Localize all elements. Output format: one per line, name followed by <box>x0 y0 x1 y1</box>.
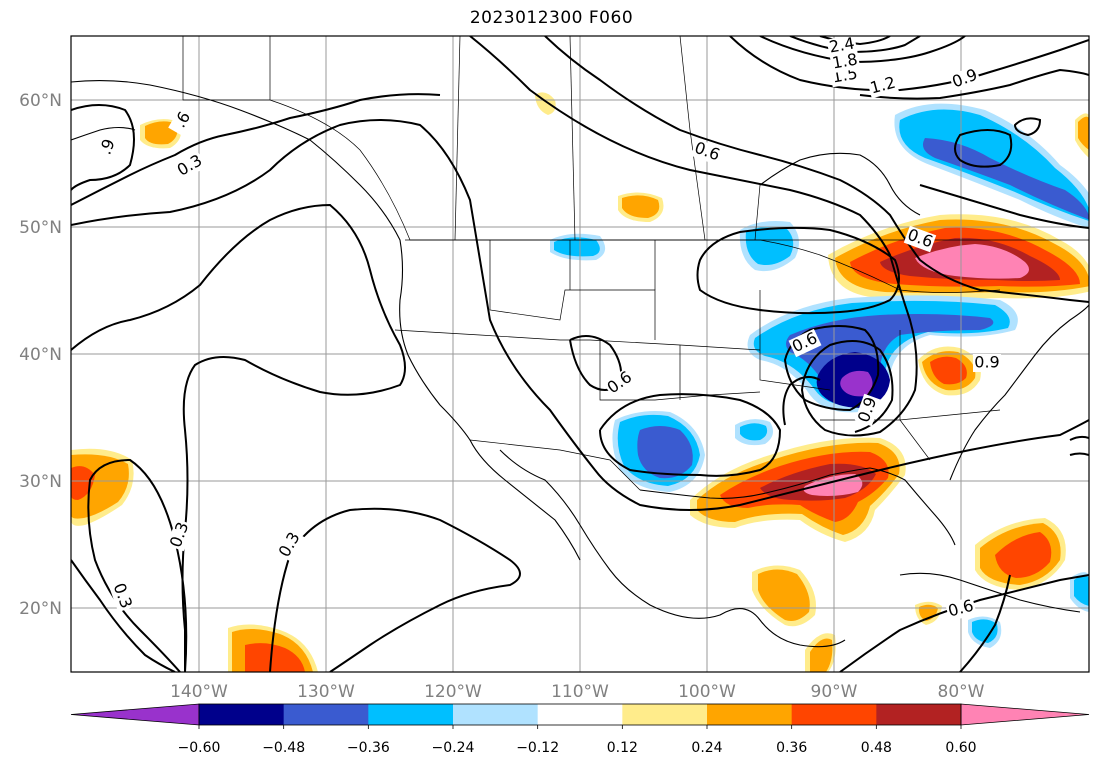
latitude-label: 20°N <box>19 599 62 619</box>
colorbar-swatch <box>876 704 962 725</box>
contour-label: 0.3 <box>275 529 304 561</box>
contour-label-bg <box>173 151 207 181</box>
contour-label: 0.6 <box>604 367 636 397</box>
contour-label-bg <box>108 579 136 613</box>
longitude-label: 120°W <box>424 682 482 702</box>
political-borders <box>182 36 1089 491</box>
contour-label-bg <box>166 518 194 552</box>
contour-label-bg <box>94 130 122 164</box>
latitude-label: 40°N <box>19 345 62 365</box>
map-title: 2023012300 F060 <box>469 8 634 28</box>
latitude-label: 50°N <box>19 218 62 238</box>
contour-label: 2.4 <box>828 33 856 56</box>
contour-label-bg <box>168 103 198 137</box>
shaded-field-layer <box>71 92 1089 672</box>
longitude-labels: 140°W 130°W 120°W 110°W 100°W 90°W 80°W <box>170 682 985 702</box>
colorbar-tick-label: 0.36 <box>776 740 807 756</box>
contour-label: 1.2 <box>868 73 898 98</box>
coastlines <box>71 80 1089 648</box>
longitude-label: 110°W <box>551 682 609 702</box>
colorbar-tick-label: 0.24 <box>691 740 722 756</box>
latitude-label: 60°N <box>19 91 62 111</box>
contour-label: 0.6 <box>946 596 976 621</box>
colorbar-tick-label: −0.24 <box>432 740 475 756</box>
latitude-label: 30°N <box>19 472 62 492</box>
graticule-lines <box>71 36 1089 672</box>
colorbar-tick-label: −0.12 <box>516 740 559 756</box>
colorbar-swatch <box>199 704 285 725</box>
longitude-label: 90°W <box>811 682 858 702</box>
contour-label-bg <box>973 354 1001 372</box>
colorbar-outline <box>198 703 962 726</box>
latitude-labels: 60°N 50°N 40°N 30°N 20°N <box>19 91 62 619</box>
colorbar-swatch <box>791 704 877 725</box>
colorbar-tick-label: −0.48 <box>262 740 305 756</box>
colorbar-swatch <box>453 704 539 725</box>
colorbar-tick-label: −0.36 <box>347 740 390 756</box>
colorbar-swatch <box>283 704 369 725</box>
contour-label-bg <box>690 138 724 166</box>
contour-label-bg <box>854 393 882 427</box>
map-frame <box>70 35 1090 673</box>
contour-label-layer: .9.60.30.91.21.51.82.40.60.60.60.60.90.9… <box>94 33 1001 622</box>
colorbar-tick-label: 0.12 <box>607 740 638 756</box>
contour-label: 0.3 <box>174 151 206 180</box>
contour-label: 0.9 <box>974 353 999 372</box>
contour-lines <box>71 36 1089 672</box>
contour-label-bg <box>945 596 977 622</box>
colorbar-extend-low <box>70 703 200 726</box>
colorbar-tick-label: −0.60 <box>178 740 221 756</box>
contour-label-bg <box>788 328 822 358</box>
colorbar-tick-label: 0.60 <box>945 740 976 756</box>
longitude-label: 100°W <box>678 682 736 702</box>
longitude-label: 140°W <box>170 682 228 702</box>
contour-label-bg <box>603 367 637 399</box>
longitude-label: 80°W <box>938 682 985 702</box>
contour-label-bg <box>903 225 937 253</box>
colorbar-extend-high <box>960 703 1090 726</box>
colorbar-swatch <box>622 704 708 725</box>
contour-label-bg <box>826 34 858 58</box>
colorbar: −0.60 −0.48 −0.36 −0.24 −0.12 0.12 0.24 0.36 0.4… <box>70 703 1090 756</box>
colorbar-tick-label: 0.48 <box>861 740 892 756</box>
contour-label-bg <box>275 528 305 562</box>
colorbar-swatch <box>537 704 623 725</box>
colorbar-swatch <box>368 704 454 725</box>
contour-label-bg <box>829 50 861 74</box>
contour-label-bg <box>867 73 899 99</box>
contour-label-bg <box>948 65 982 93</box>
contour-label: .9 <box>96 136 119 157</box>
longitude-label: 130°W <box>297 682 355 702</box>
colorbar-swatch <box>707 704 793 725</box>
